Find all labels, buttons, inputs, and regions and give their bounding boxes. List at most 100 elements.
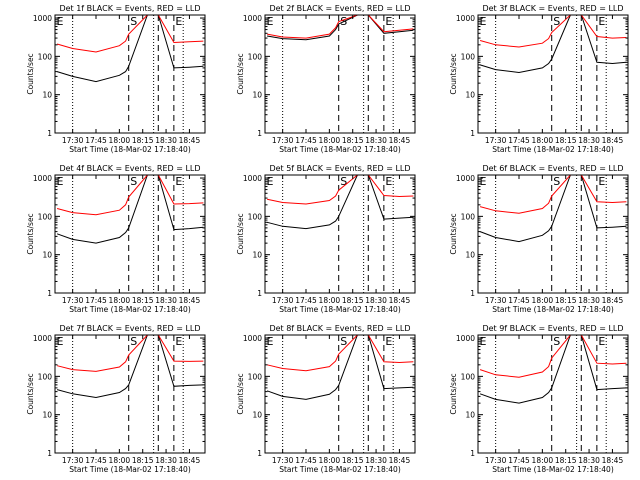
marker-label: S [553, 335, 560, 348]
lld-series-line [479, 174, 627, 214]
lld-series-line [56, 174, 204, 216]
y-tick-label: 10 [42, 91, 52, 100]
x-tick-label: 17:30 [272, 136, 294, 145]
y-tick-label: 10 [465, 251, 475, 260]
lld-series-line [267, 14, 414, 39]
y-tick-label: 1 [47, 129, 52, 138]
x-tick-label: 18:15 [555, 456, 577, 465]
x-tick-label: 18:15 [132, 136, 154, 145]
y-tick-label: 1 [257, 129, 262, 138]
x-tick-label: 17:45 [85, 456, 107, 465]
y-axis-label: Counts/sec [26, 213, 35, 254]
x-tick-label: 17:30 [272, 296, 294, 305]
axes-frame [477, 334, 629, 454]
y-tick-label: 1000 [456, 174, 475, 183]
panel-det-3: Det 3f BLACK = Events, RED = LLD E S E 17:30… [449, 4, 629, 154]
marker-label: E [57, 15, 64, 28]
y-tick-label: 1000 [33, 174, 52, 183]
marker-label: E [175, 175, 182, 188]
panel-title: Det 5f BLACK = Events, RED = LLD [269, 164, 410, 173]
x-tick-label: 18:45 [179, 136, 201, 145]
events-series-line [266, 334, 414, 400]
marker-label: E [175, 15, 182, 28]
lld-series-line [266, 334, 414, 372]
x-tick-label: 17:30 [485, 136, 507, 145]
marker-label: S [340, 175, 347, 188]
x-tick-label: 18:45 [602, 296, 624, 305]
x-tick-label: 18:00 [532, 136, 554, 145]
events-series-line [266, 174, 414, 230]
x-tick-label: 18:30 [365, 456, 387, 465]
y-axis-label: Counts/sec [449, 53, 458, 94]
lld-series-line [56, 14, 204, 53]
panel-title: Det 9f BLACK = Events, RED = LLD [482, 324, 623, 333]
marker-label: E [57, 175, 64, 188]
axes-frame [54, 334, 206, 454]
x-tick-label: 17:30 [485, 456, 507, 465]
axes-frame [264, 334, 416, 454]
events-series-line [56, 14, 204, 83]
y-tick-label: 1000 [33, 14, 52, 23]
y-tick-label: 1000 [243, 334, 262, 343]
y-tick-label: 10 [42, 251, 52, 260]
panel-title: Det 4f BLACK = Events, RED = LLD [59, 164, 200, 173]
marker-label: S [553, 15, 560, 28]
x-tick-label: 18:00 [319, 456, 341, 465]
marker-label: E [598, 15, 605, 28]
y-tick-label: 1 [47, 449, 52, 458]
x-tick-label: 18:30 [365, 296, 387, 305]
y-axis-label: Counts/sec [236, 373, 245, 414]
x-tick-label: 17:45 [295, 136, 317, 145]
panel-title: Det 1f BLACK = Events, RED = LLD [59, 4, 200, 13]
x-tick-label: 18:15 [132, 456, 154, 465]
y-tick-label: 100 [38, 372, 53, 381]
x-tick-label: 18:15 [555, 296, 577, 305]
y-tick-label: 1000 [33, 334, 52, 343]
x-tick-label: 17:45 [508, 456, 530, 465]
y-tick-label: 100 [461, 52, 476, 61]
panel-det-1: Det 1f BLACK = Events, RED = LLD E S E 17:30… [26, 4, 206, 154]
axes-frame [54, 14, 206, 134]
x-tick-label: 18:45 [179, 296, 201, 305]
x-axis-label: Start Time (18-Mar-02 17:18:40) [492, 145, 614, 154]
marker-label: E [267, 175, 274, 188]
marker-label: E [267, 15, 274, 28]
x-tick-label: 18:45 [389, 296, 411, 305]
x-tick-label: 17:45 [85, 136, 107, 145]
events-series-line [479, 14, 627, 74]
y-tick-label: 1 [470, 129, 475, 138]
axes-frame [264, 174, 416, 294]
x-axis-label: Start Time (18-Mar-02 17:18:40) [69, 145, 191, 154]
y-tick-label: 100 [38, 212, 53, 221]
y-tick-label: 100 [38, 52, 53, 61]
panel-det-7: Det 7f BLACK = Events, RED = LLD E S E 17:30… [26, 324, 206, 474]
x-tick-label: 17:30 [272, 456, 294, 465]
marker-label: E [480, 175, 487, 188]
x-tick-label: 18:45 [389, 136, 411, 145]
y-tick-label: 100 [248, 212, 263, 221]
lld-series-line [479, 334, 627, 378]
x-tick-label: 17:30 [485, 296, 507, 305]
x-tick-label: 18:30 [155, 456, 177, 465]
x-tick-label: 18:15 [555, 136, 577, 145]
marker-label: S [553, 175, 560, 188]
y-tick-label: 1000 [243, 174, 262, 183]
x-tick-label: 17:45 [295, 456, 317, 465]
x-tick-label: 17:45 [508, 296, 530, 305]
x-axis-label: Start Time (18-Mar-02 17:18:40) [279, 145, 401, 154]
x-tick-label: 18:00 [319, 136, 341, 145]
x-axis-label: Start Time (18-Mar-02 17:18:40) [492, 465, 614, 474]
x-tick-label: 18:00 [319, 296, 341, 305]
marker-label: E [480, 335, 487, 348]
axes-frame [477, 174, 629, 294]
panel-title: Det 3f BLACK = Events, RED = LLD [482, 4, 623, 13]
x-tick-label: 18:00 [109, 456, 131, 465]
marker-label: E [598, 175, 605, 188]
y-tick-label: 10 [465, 411, 475, 420]
marker-label: S [130, 15, 137, 28]
x-tick-label: 18:30 [578, 456, 600, 465]
x-axis-label: Start Time (18-Mar-02 17:18:40) [492, 305, 614, 314]
x-tick-label: 18:30 [155, 296, 177, 305]
y-tick-label: 100 [461, 372, 476, 381]
